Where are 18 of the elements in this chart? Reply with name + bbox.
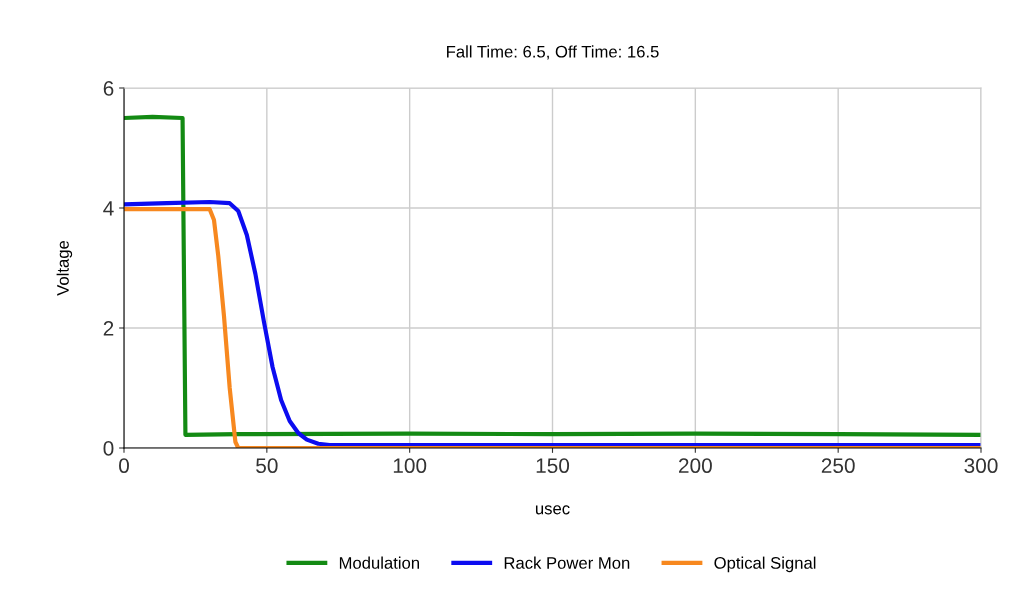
- legend-label: Rack Power Mon: [504, 556, 630, 569]
- line-series: [124, 114, 981, 437]
- x-tick-label: 300: [964, 458, 998, 474]
- legend-label: Modulation: [339, 556, 419, 569]
- chart-title: Fall Time: 6.5, Off Time: 16.5: [447, 45, 659, 60]
- x-tick-label: 50: [256, 458, 278, 474]
- y-tick-label: 6: [103, 81, 114, 96]
- x-tick-label: 0: [119, 458, 129, 474]
- y-tick-label: 0: [103, 441, 114, 456]
- x-tick-label: 250: [821, 458, 855, 474]
- y-tick-label: 4: [103, 201, 114, 216]
- x-tick-label: 200: [679, 458, 712, 474]
- y-tick-label: 2: [103, 321, 114, 336]
- x-axis-title: usec: [535, 505, 570, 515]
- y-axis-title: Voltage: [56, 240, 73, 296]
- x-tick-label: 150: [536, 458, 570, 474]
- legend-label: Optical Signal: [714, 556, 816, 573]
- x-tick-label: 100: [393, 458, 427, 474]
